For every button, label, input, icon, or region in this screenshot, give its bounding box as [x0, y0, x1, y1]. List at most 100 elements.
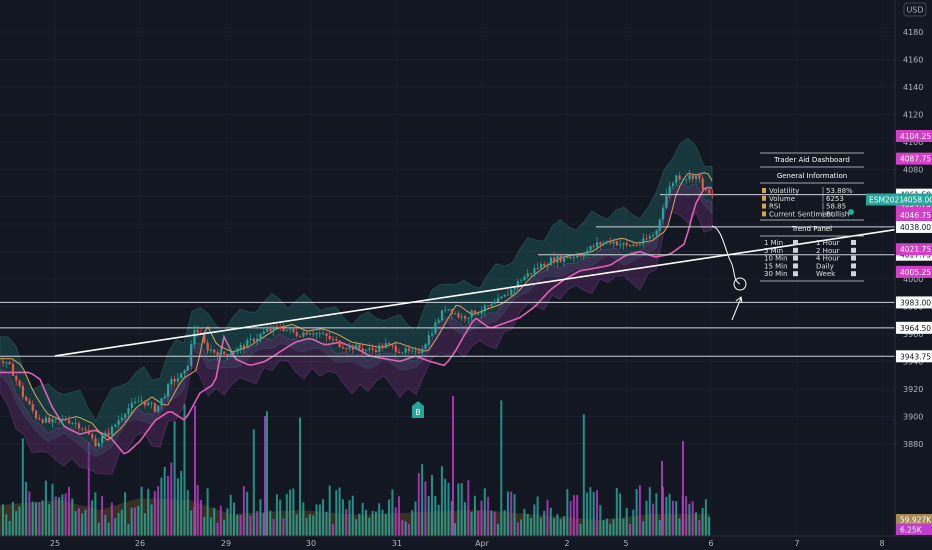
candle-body: [506, 294, 510, 296]
volume-bar: [609, 523, 612, 536]
level-tag-label: 4038.00: [900, 223, 931, 232]
candle-body: [632, 244, 635, 246]
volume-bar: [440, 466, 443, 536]
volume-bar: [648, 487, 651, 536]
volume-bar: [510, 491, 513, 536]
candle-body: [308, 333, 312, 335]
candle-body: [140, 400, 143, 402]
candle-body: [209, 349, 213, 351]
candle-body: [398, 351, 401, 353]
volume-bar: [566, 489, 569, 536]
candle-body: [262, 331, 265, 334]
volume-bar: [150, 504, 153, 536]
trend-check-right: [851, 240, 856, 245]
candle-body: [110, 426, 114, 436]
candle-body: [678, 175, 681, 180]
candle-body: [530, 273, 533, 274]
candle-body: [8, 362, 11, 365]
candle-body: [127, 408, 130, 415]
volume-bar: [8, 520, 11, 536]
candle-body: [282, 328, 285, 331]
volume-bar: [454, 523, 457, 536]
candle-body: [503, 294, 506, 297]
volume-bar: [170, 462, 173, 536]
candle-body: [130, 402, 133, 409]
volume-bar: [556, 514, 559, 536]
candle-body: [35, 410, 38, 419]
candle-body: [642, 238, 645, 245]
y-tick-label: 4180: [903, 28, 923, 37]
volume-bar: [635, 489, 638, 536]
volume-bar: [266, 411, 268, 536]
candle-body: [348, 345, 351, 349]
candle-body: [239, 345, 242, 349]
volume-bar: [497, 523, 499, 536]
volume-bar: [87, 442, 90, 536]
magenta-tag-label: 4087.75: [900, 155, 931, 164]
volume-bar: [262, 512, 265, 536]
dash-row-value: 58.85: [826, 203, 846, 211]
candle-body: [533, 268, 536, 274]
volume-bar: [351, 495, 354, 536]
trend-label-right: 1 Hour: [816, 239, 840, 247]
candle-body: [318, 333, 321, 334]
volume-bar: [417, 472, 420, 536]
volume-bar: [602, 520, 605, 536]
volume-bar: [216, 522, 219, 536]
volume-bar: [398, 496, 400, 536]
candle-body: [15, 375, 18, 381]
candle-body: [638, 244, 642, 246]
volume-bar: [81, 513, 84, 536]
candle-body: [516, 281, 519, 288]
magenta-tag: [896, 208, 932, 221]
volume-bar: [194, 406, 196, 536]
dash-row-icon: [762, 195, 766, 201]
candle-body: [563, 256, 566, 262]
candle-body: [345, 348, 348, 350]
candle-body: [549, 257, 552, 266]
volume-bar: [305, 517, 308, 536]
candle-body: [28, 400, 31, 405]
candle-body: [226, 353, 229, 356]
level-tag-label: 3964.50: [900, 324, 931, 333]
volume-bar: [239, 514, 242, 536]
candle-body: [246, 339, 249, 349]
volume-bar: [543, 510, 546, 536]
volume-bar: [691, 501, 694, 536]
time-axis[interactable]: 25 26 29 30 31 Apr 2 5 6 7 8: [0, 535, 932, 548]
candle-body: [523, 276, 526, 281]
candle-body: [203, 334, 206, 343]
volume-bar: [546, 499, 549, 536]
volume-bar: [15, 510, 18, 536]
candle-body: [480, 311, 483, 314]
volume-bar: [275, 494, 278, 536]
candle-body: [609, 240, 612, 244]
price-axis[interactable]: USD4180416041404120410040804060404040204…: [866, 0, 932, 536]
candle-body: [216, 352, 219, 357]
volume-bar: [147, 488, 150, 536]
volume-bar: [615, 487, 618, 536]
candle-body: [2, 361, 5, 364]
candle-body: [559, 255, 562, 262]
volume-bar: [11, 501, 14, 536]
trendline[interactable]: [54, 228, 896, 357]
candle-body: [358, 344, 361, 349]
magenta-tag: [896, 243, 932, 256]
candle-body: [124, 414, 127, 418]
volume-bar: [452, 396, 454, 536]
candle-body: [48, 417, 51, 423]
volume-bar: [219, 505, 222, 536]
magenta-tag-label: 4021.75: [900, 245, 931, 254]
candle-body: [223, 351, 226, 354]
candle-body: [299, 336, 302, 337]
candle-body: [305, 332, 308, 335]
candle-body: [427, 335, 430, 345]
candle-body: [447, 309, 450, 311]
x-tick-label: 25: [50, 539, 60, 548]
volume-bar: [424, 481, 427, 536]
volume-bar: [355, 519, 358, 536]
volume-bar: [143, 513, 146, 536]
dash-row-icon: [762, 211, 766, 217]
candle-body: [520, 280, 523, 282]
